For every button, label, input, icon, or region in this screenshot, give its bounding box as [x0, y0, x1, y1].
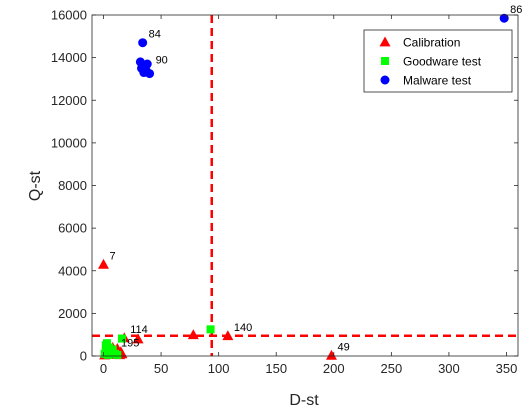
series-2	[135, 13, 509, 79]
legend-entry: Calibration	[379, 36, 460, 50]
point-label: 84	[149, 29, 161, 41]
x-tick-label: 200	[323, 361, 345, 376]
y-tick-label: 10000	[51, 135, 87, 150]
point-label: 140	[234, 322, 252, 334]
x-tick-label: 150	[265, 361, 287, 376]
point-annotations: 84 90 86 7 114 195 140 49	[110, 4, 523, 353]
x-tick-label: 0	[100, 361, 107, 376]
data-point	[222, 330, 234, 341]
data-point	[325, 349, 337, 360]
threshold-lines	[92, 15, 518, 356]
legend-label: Goodware test	[403, 55, 482, 69]
x-axis-ticks: 0 50 100 150 200 250 300 350	[100, 15, 517, 376]
y-tick-label: 6000	[58, 221, 87, 236]
point-label: 114	[130, 324, 148, 336]
y-tick-label: 16000	[51, 8, 87, 23]
y-axis-label: Q-st	[27, 170, 44, 201]
data-point	[108, 345, 117, 354]
data-point	[206, 325, 215, 334]
data-point	[187, 329, 199, 340]
data-point	[117, 334, 126, 343]
point-label: 7	[110, 250, 116, 262]
legend-marker	[380, 75, 390, 85]
y-tick-label: 12000	[51, 93, 87, 108]
x-tick-label: 300	[438, 361, 460, 376]
legend-label: Malware test	[403, 74, 472, 88]
point-label: 90	[156, 54, 168, 66]
legend-marker	[381, 57, 389, 65]
x-tick-label: 250	[380, 361, 402, 376]
data-point	[145, 69, 155, 79]
legend: Calibration Goodware test Malware test	[363, 29, 513, 93]
data-point	[102, 339, 111, 348]
x-tick-label: 350	[496, 361, 518, 376]
y-tick-label: 0	[80, 349, 87, 364]
y-axis-ticks: 0 2000 4000 6000 8000 10000 12000 14000 16000	[51, 8, 518, 364]
legend-label: Calibration	[403, 36, 460, 50]
legend-entry: Goodware test	[381, 55, 482, 69]
x-tick-label: 50	[154, 361, 168, 376]
y-tick-label: 2000	[58, 306, 87, 321]
point-label: 49	[337, 341, 349, 353]
x-axis-label: D-st	[289, 392, 319, 409]
point-label: 86	[510, 4, 522, 16]
legend-marker	[379, 36, 391, 47]
data-point	[113, 350, 122, 359]
data-point	[138, 38, 148, 48]
series-1	[100, 325, 215, 359]
data-point	[142, 59, 152, 69]
data-point	[98, 258, 110, 269]
point-label: 195	[121, 338, 139, 350]
x-tick-label: 100	[208, 361, 230, 376]
data-point	[132, 333, 144, 344]
y-tick-label: 8000	[58, 178, 87, 193]
y-tick-label: 4000	[58, 263, 87, 278]
y-tick-label: 14000	[51, 50, 87, 65]
legend-entry: Malware test	[380, 74, 472, 88]
